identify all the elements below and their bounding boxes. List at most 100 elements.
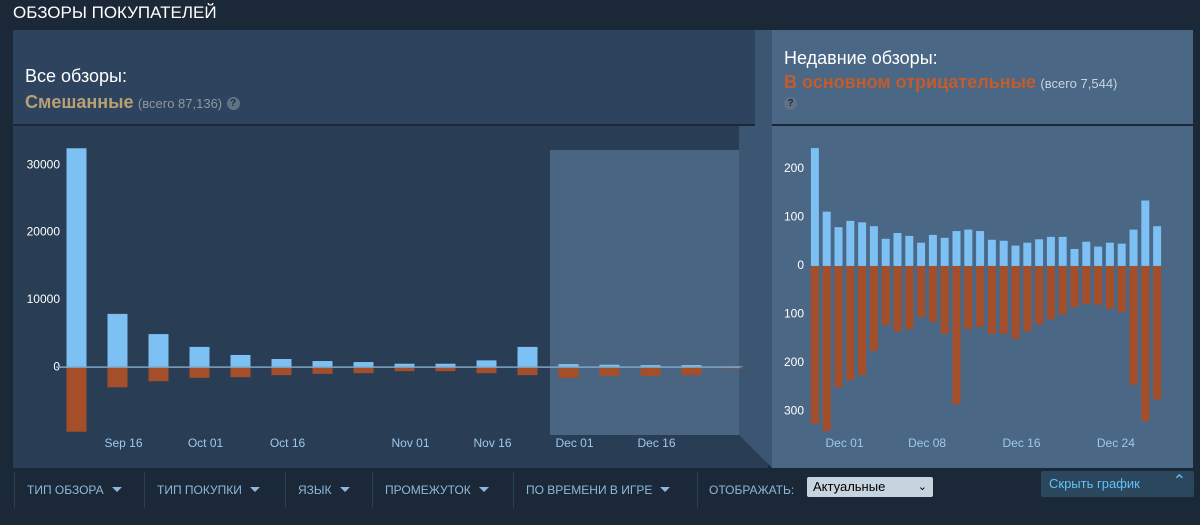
- recent-total: (всего 7,544): [1040, 76, 1118, 91]
- bar: [905, 235, 914, 266]
- bar: [1129, 265, 1138, 385]
- zoom-connector: [739, 30, 772, 468]
- bar: [1129, 229, 1138, 266]
- x-tick-label: Dec 16: [1002, 436, 1040, 450]
- bar: [681, 367, 702, 376]
- filter-dropdown[interactable]: ТИП ОБЗОРА: [27, 483, 122, 497]
- bar: [1035, 265, 1044, 325]
- x-tick-label: Dec 01: [825, 436, 863, 450]
- y-tick-label: 0: [797, 258, 804, 272]
- bar: [1105, 265, 1114, 309]
- bar: [681, 365, 702, 368]
- bar: [148, 367, 169, 382]
- display-value: Актуальные: [813, 479, 886, 494]
- bar: [964, 229, 973, 266]
- bar: [952, 265, 961, 405]
- bar: [66, 367, 87, 432]
- y-tick-label: 200: [784, 355, 804, 369]
- x-tick-label: Sep 16: [104, 436, 142, 450]
- bar: [1035, 239, 1044, 266]
- bar: [476, 367, 497, 374]
- hide-chart-label: Скрыть график: [1049, 476, 1140, 491]
- recent-rating: В основном отрицательные: [784, 72, 1036, 92]
- bar: [976, 265, 985, 327]
- bar: [1023, 265, 1032, 332]
- y-tick-label: 100: [784, 210, 804, 224]
- bar: [881, 238, 890, 266]
- bar: [846, 265, 855, 380]
- bar: [1105, 242, 1114, 266]
- separator: [513, 472, 514, 508]
- selection-range: [550, 150, 739, 435]
- bar: [1011, 245, 1020, 266]
- bar: [107, 313, 128, 368]
- bar: [312, 361, 333, 368]
- display-label: ОТОБРАЖАТЬ:: [709, 483, 795, 497]
- bar: [869, 226, 878, 266]
- bar: [810, 148, 819, 266]
- bar: [1141, 265, 1150, 422]
- section-title: ОБЗОРЫ ПОКУПАТЕЛЕЙ: [13, 3, 217, 22]
- bar: [822, 211, 831, 266]
- filter-dropdown[interactable]: ЯЗЫК: [298, 483, 350, 497]
- x-tick-label: Nov 01: [391, 436, 429, 450]
- bar: [928, 265, 937, 322]
- bar: [1082, 241, 1091, 266]
- bar: [822, 265, 831, 431]
- bar: [1046, 236, 1055, 266]
- bar: [599, 364, 620, 368]
- filter-dropdown[interactable]: ПРОМЕЖУТОК: [385, 483, 489, 497]
- bar: [435, 363, 456, 368]
- bar: [1117, 265, 1126, 313]
- bar: [353, 362, 374, 368]
- bar: [893, 232, 902, 266]
- bar: [1046, 265, 1055, 320]
- filter-dropdown[interactable]: ТИП ПОКУПКИ: [157, 483, 260, 497]
- y-tick-label: 30000: [27, 157, 61, 171]
- bar: [987, 239, 996, 266]
- bar: [1153, 265, 1162, 400]
- bar: [271, 367, 292, 376]
- bar: [435, 367, 456, 372]
- help-icon[interactable]: ?: [784, 97, 797, 110]
- x-tick-label: Dec 24: [1097, 436, 1135, 450]
- y-tick-label: 10000: [27, 292, 61, 306]
- bar: [940, 237, 949, 266]
- bar: [858, 222, 867, 266]
- help-icon[interactable]: ?: [226, 97, 240, 110]
- y-tick-label: 100: [784, 307, 804, 321]
- all-reviews-label: Все обзоры:: [25, 66, 127, 86]
- bar: [312, 367, 333, 374]
- bar: [976, 231, 985, 266]
- bar: [1058, 265, 1067, 315]
- bar: [858, 265, 867, 376]
- y-tick-label: 200: [784, 161, 804, 175]
- hide-chart-button[interactable]: Скрыть график ⌃: [1041, 471, 1194, 497]
- x-tick-label: Nov 16: [473, 436, 511, 450]
- bar: [476, 360, 497, 368]
- bar: [394, 363, 415, 368]
- bar: [999, 240, 1008, 266]
- bar: [881, 265, 890, 326]
- separator: [697, 472, 698, 508]
- filter-dropdown[interactable]: ПО ВРЕМЕНИ В ИГРЕ: [526, 483, 670, 497]
- x-tick-label: Oct 01: [188, 436, 224, 450]
- bar: [230, 367, 251, 378]
- bar: [1023, 242, 1032, 266]
- bar: [893, 265, 902, 332]
- bar: [517, 367, 538, 376]
- bar: [271, 359, 292, 368]
- separator: [14, 472, 15, 508]
- bar: [394, 367, 415, 372]
- bar: [1070, 248, 1079, 266]
- bar: [1094, 246, 1103, 266]
- bar: [846, 220, 855, 266]
- bar: [1011, 265, 1020, 339]
- bar: [1094, 265, 1103, 305]
- bar: [66, 148, 87, 368]
- display-select[interactable]: Актуальные ⌄: [807, 477, 933, 497]
- bar: [905, 265, 914, 330]
- x-tick-label: Oct 16: [270, 436, 306, 450]
- all-rating: Смешанные: [25, 92, 134, 112]
- bar: [189, 346, 210, 368]
